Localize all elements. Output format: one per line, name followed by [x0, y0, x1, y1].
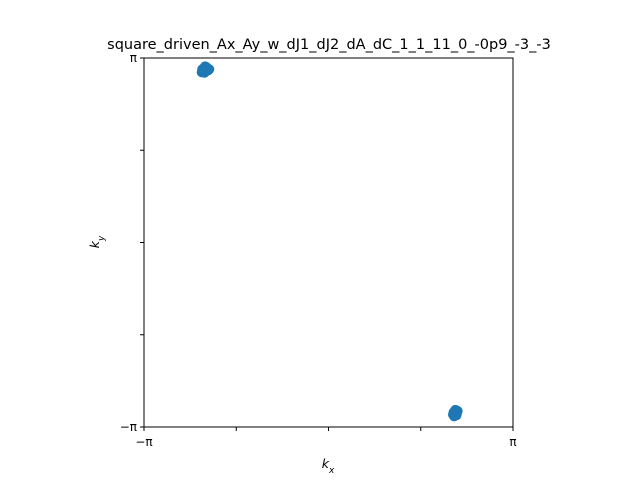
x-tick-label: π	[509, 435, 516, 449]
y-tick-label: π	[130, 51, 137, 65]
y-axis: −π π	[120, 51, 144, 434]
y-axis-label: ky	[87, 235, 107, 248]
scatter-point	[197, 64, 207, 74]
plot-frame	[144, 58, 513, 427]
chart-title: square_driven_Ax_Ay_w_dJ1_dJ2_dA_dC_1_1_…	[107, 37, 551, 53]
scatter-point	[449, 411, 459, 421]
y-tick-label: −π	[120, 420, 137, 434]
x-axis-label: kx	[322, 456, 335, 476]
x-tick-label: −π	[135, 435, 152, 449]
scatter-points	[197, 61, 463, 421]
x-axis: −π π	[135, 427, 516, 449]
